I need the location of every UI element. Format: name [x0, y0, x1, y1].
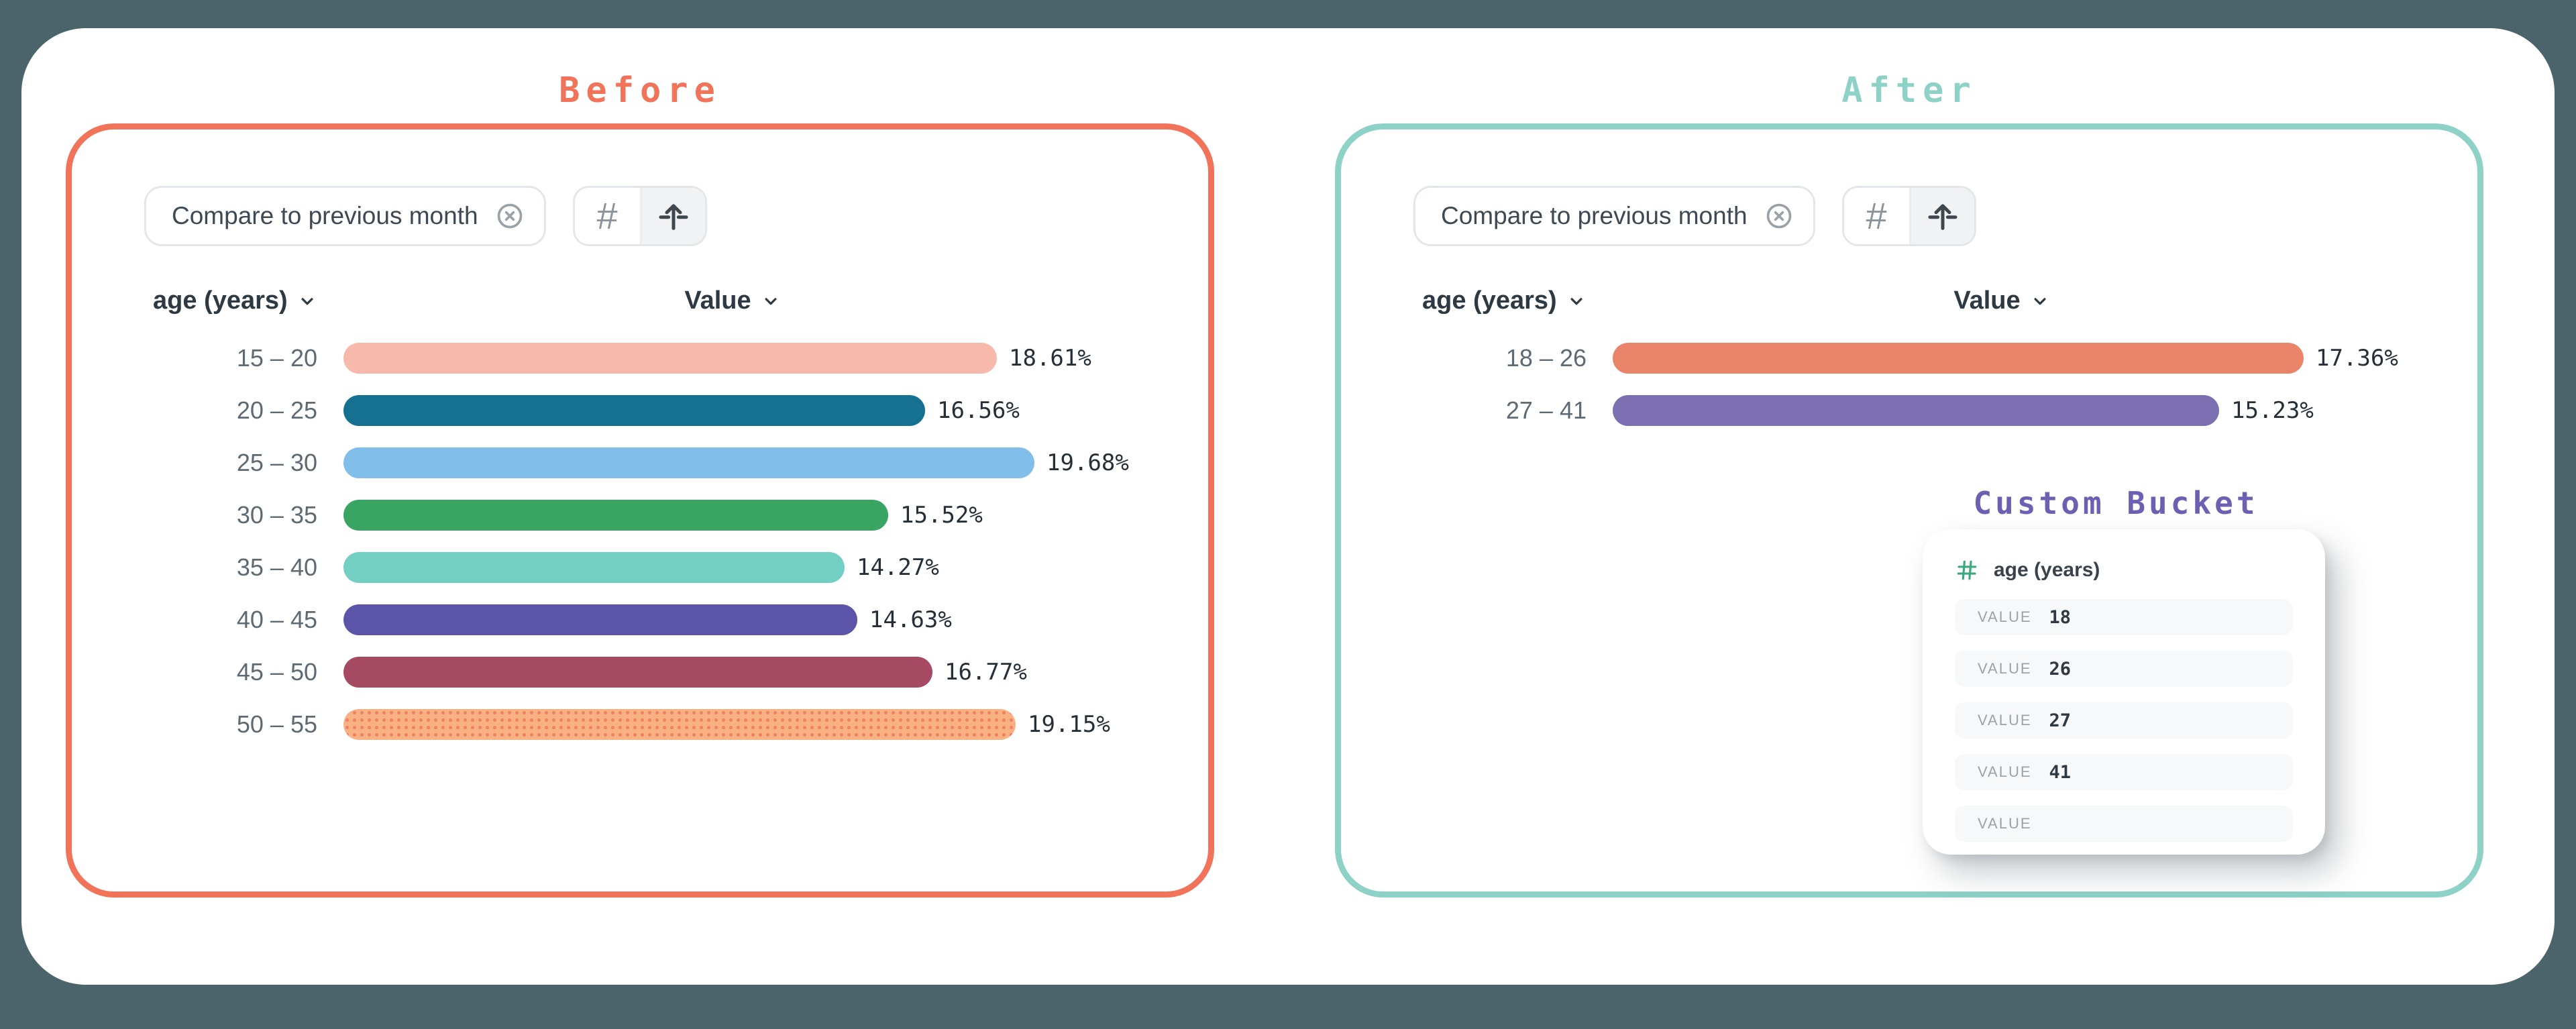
value-column-header[interactable]: Value	[1868, 286, 2136, 315]
bucket-value-key: VALUE	[1978, 660, 2032, 677]
remove-filter-icon[interactable]	[494, 201, 525, 231]
hash-icon: #	[596, 195, 618, 237]
number-format-button[interactable]: #	[1843, 188, 1909, 244]
bar-chart-toggle-button[interactable]	[639, 188, 705, 244]
dimension-column-label: age (years)	[153, 286, 288, 315]
bar[interactable]	[1613, 395, 2219, 426]
bar[interactable]	[343, 500, 888, 531]
category-label: 30 – 35	[236, 501, 317, 529]
category-label: 40 – 45	[236, 606, 317, 633]
bucket-value-row[interactable]: VALUE	[1955, 806, 2293, 842]
bar-chart: 18 – 26 17.36% 27 – 41 15.23%	[1341, 332, 2471, 437]
category-label: 18 – 26	[1505, 344, 1587, 372]
compare-filter-chip[interactable]: Compare to previous month	[144, 186, 546, 246]
category-label: 45 – 50	[236, 658, 317, 686]
bar-row: 35 – 40 14.27%	[72, 541, 1201, 594]
value-label: 16.56%	[937, 397, 1020, 424]
bucket-field-label: age (years)	[1994, 559, 2100, 581]
value-label: 15.23%	[2231, 397, 2314, 424]
bar[interactable]	[343, 447, 1034, 478]
custom-bucket-title: Custom Bucket	[1973, 485, 2259, 521]
bar-row: 20 – 25 16.56%	[72, 384, 1201, 437]
main-card: Before After Compare to previous month #	[21, 28, 2555, 985]
value-label: 16.77%	[945, 659, 1027, 686]
bucket-value-row[interactable]: VALUE 41	[1955, 754, 2293, 790]
chevron-down-icon	[2034, 297, 2046, 305]
numeric-property-icon	[1957, 560, 1977, 580]
bucket-value-key: VALUE	[1978, 608, 2032, 625]
value-label: 19.15%	[1028, 711, 1110, 738]
custom-bucket-header: age (years)	[1955, 553, 2293, 587]
bucket-value-input[interactable]: 27	[2049, 710, 2072, 731]
before-panel: Compare to previous month # age (years)	[66, 123, 1214, 898]
bar-chart-toggle-button[interactable]	[1909, 188, 1974, 244]
category-label: 27 – 41	[1505, 396, 1587, 424]
chevron-down-icon	[301, 297, 313, 305]
remove-filter-icon[interactable]	[1764, 201, 1794, 231]
after-controls: Compare to previous month #	[1413, 186, 1976, 246]
after-title: After	[1841, 70, 1977, 111]
dimension-column-header[interactable]: age (years)	[153, 286, 317, 315]
bucket-value-row[interactable]: VALUE 27	[1955, 702, 2293, 739]
custom-bucket-card: age (years) VALUE 18 VALUE 26 VALUE 27 V…	[1923, 529, 2325, 855]
bar[interactable]	[343, 657, 932, 688]
bar[interactable]	[343, 604, 857, 635]
chevron-down-icon	[1570, 297, 1582, 305]
bucket-value-input[interactable]: 41	[2049, 761, 2072, 783]
display-mode-toggle-group: #	[1841, 186, 1976, 246]
before-controls: Compare to previous month #	[144, 186, 707, 246]
bar-chart: 15 – 20 18.61% 20 – 25 16.56% 25 – 30 19…	[72, 332, 1201, 751]
bar-row: 30 – 35 15.52%	[72, 489, 1201, 541]
before-title: Before	[559, 70, 721, 111]
category-label: 15 – 20	[236, 344, 317, 372]
bucket-value-input[interactable]: 26	[2049, 658, 2072, 680]
hash-icon: #	[1866, 195, 1887, 237]
bar-row: 18 – 26 17.36%	[1341, 332, 2471, 384]
bar-row: 27 – 41 15.23%	[1341, 384, 2471, 437]
bar-row: 25 – 30 19.68%	[72, 437, 1201, 489]
value-column-header[interactable]: Value	[598, 286, 867, 315]
number-format-button[interactable]: #	[574, 188, 640, 244]
value-label: 17.36%	[2316, 345, 2398, 372]
bar-row: 45 – 50 16.77%	[72, 646, 1201, 698]
value-label: 18.61%	[1009, 345, 1091, 372]
bar-row: 15 – 20 18.61%	[72, 332, 1201, 384]
bucket-value-key: VALUE	[1978, 712, 2032, 728]
category-label: 35 – 40	[236, 553, 317, 581]
compare-filter-label: Compare to previous month	[1441, 202, 1748, 229]
chevron-down-icon	[765, 297, 777, 305]
display-mode-toggle-group: #	[572, 186, 707, 246]
bar[interactable]	[343, 395, 925, 426]
bucket-value-key: VALUE	[1978, 815, 2032, 832]
bar[interactable]	[343, 343, 997, 374]
value-column-label: Value	[1953, 286, 2021, 315]
value-label: 19.68%	[1046, 449, 1129, 476]
bucket-value-key: VALUE	[1978, 763, 2032, 780]
dimension-column-header[interactable]: age (years)	[1422, 286, 1587, 315]
bucket-value-row[interactable]: VALUE 18	[1955, 599, 2293, 635]
bucket-value-row[interactable]: VALUE 26	[1955, 651, 2293, 687]
category-label: 50 – 55	[236, 710, 317, 738]
bucket-value-input[interactable]: 18	[2049, 606, 2072, 628]
dimension-column-label: age (years)	[1422, 286, 1557, 315]
category-label: 20 – 25	[236, 396, 317, 424]
bar[interactable]	[343, 709, 1016, 740]
bar-row: 40 – 45 14.63%	[72, 594, 1201, 646]
bar[interactable]	[1613, 343, 2304, 374]
bar-orientation-icon	[1928, 204, 1957, 230]
value-column-label: Value	[684, 286, 751, 315]
value-label: 14.27%	[857, 554, 939, 581]
bar-orientation-icon	[659, 204, 688, 230]
after-panel: Compare to previous month # age (years)	[1335, 123, 2483, 898]
bar-row: 50 – 55 19.15%	[72, 698, 1201, 751]
compare-filter-label: Compare to previous month	[172, 202, 478, 229]
value-label: 14.63%	[869, 606, 952, 633]
compare-filter-chip[interactable]: Compare to previous month	[1413, 186, 1815, 246]
value-label: 15.52%	[900, 502, 983, 529]
category-label: 25 – 30	[236, 449, 317, 476]
bar[interactable]	[343, 552, 845, 583]
